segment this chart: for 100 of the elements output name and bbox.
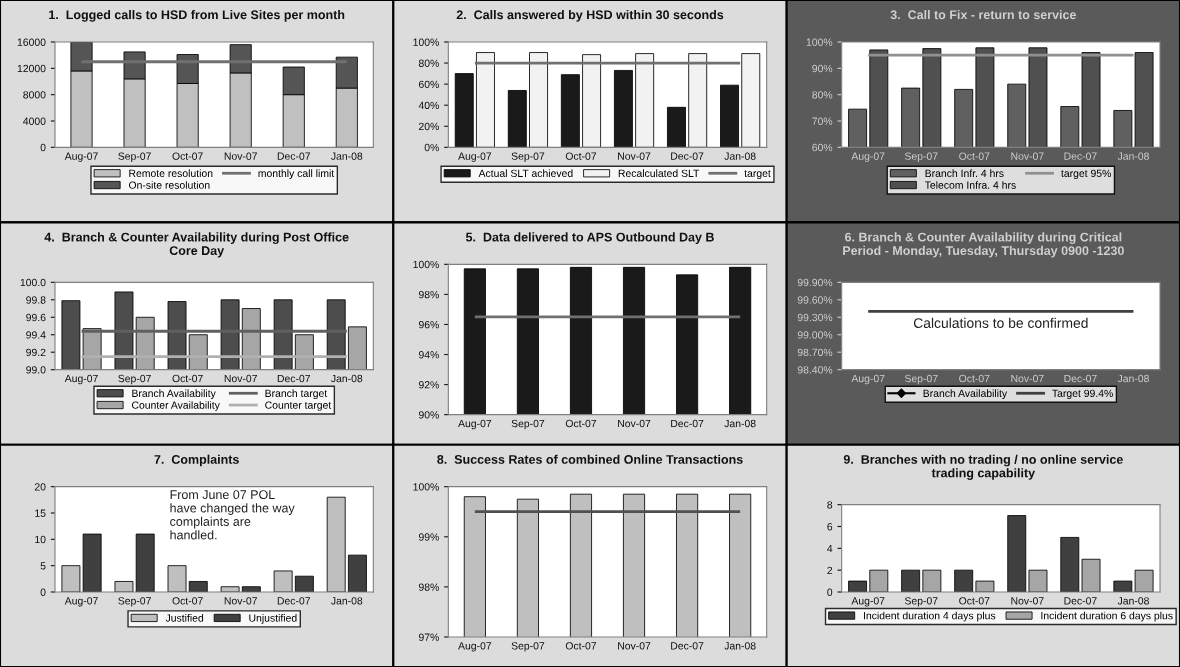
chart-title: 8. Success Rates of combined Online Transactions: [437, 454, 743, 464]
x-tick-label: Nov-07: [1011, 374, 1044, 383]
x-tick-label: Dec-07: [277, 597, 311, 605]
y-tick-label: 6: [827, 523, 833, 531]
x-tick-label: Nov-07: [618, 152, 651, 160]
x-tick-label: Dec-07: [1064, 152, 1097, 160]
y-tick-label: 94%: [418, 351, 439, 359]
chart-title: 3. Call to Fix - return to service: [890, 10, 1076, 20]
y-tick-label: 100.0: [20, 278, 46, 287]
y-tick-label: 97%: [418, 633, 439, 641]
bar: [741, 53, 761, 148]
legend-label: Remote resolution: [129, 169, 213, 178]
x-tick-label: Oct-07: [172, 152, 203, 160]
bar: [869, 569, 889, 592]
y-tick-label: 10: [35, 535, 46, 544]
x-tick-label: Aug-07: [851, 597, 885, 607]
x-tick-label: Sep-07: [118, 374, 151, 385]
x-tick-label: Dec-07: [1064, 597, 1097, 605]
y-tick-label: 4000: [23, 117, 46, 125]
bar: [220, 586, 240, 592]
x-tick-label: Dec-07: [671, 642, 704, 650]
bar: [167, 565, 187, 592]
x-tick-label: Aug-07: [851, 152, 885, 162]
legend-label: Recalculated SLT: [618, 169, 700, 178]
bar: [954, 569, 974, 592]
legend-label: Actual SLT achieved: [478, 169, 573, 178]
y-tick-label: 99.60%: [797, 296, 833, 304]
legend-label: target 95%: [1061, 169, 1111, 180]
y-tick-label: 60%: [812, 143, 833, 152]
y-tick-label: 100%: [413, 260, 439, 269]
bar: [476, 52, 495, 148]
y-tick-label: 100%: [806, 38, 833, 46]
y-tick-label: 98.70%: [797, 348, 833, 357]
x-tick-label: Oct-07: [959, 152, 990, 160]
x-tick-label: Jan-08: [724, 642, 756, 650]
y-tick-label: 99.30%: [797, 313, 833, 322]
x-tick-label: Oct-07: [565, 642, 597, 650]
x-tick-label: Jan-08: [724, 419, 756, 428]
y-tick-label: 92%: [418, 381, 439, 389]
annotation: Calculations to be confirmed: [913, 317, 1088, 328]
x-tick-label: Oct-07: [565, 152, 597, 160]
chart-title: 2. Calls answered by HSD within 30 seconds: [456, 10, 724, 22]
y-tick-label: 99.90%: [797, 278, 833, 287]
bar: [114, 581, 134, 592]
legend-label: Branch Infr. 4 hrs: [925, 169, 1004, 178]
legend-label: monthly call limit: [258, 169, 335, 180]
y-tick-label: 80%: [812, 91, 833, 99]
x-tick-label: Dec-07: [671, 152, 704, 160]
y-tick-label: 0: [40, 588, 46, 596]
x-tick-label: Sep-07: [511, 419, 545, 430]
legend-label: On-site resolution: [128, 181, 210, 189]
bar: [582, 54, 602, 148]
bar: [454, 73, 474, 148]
x-tick-label: Aug-07: [64, 597, 98, 607]
legend-label: target: [744, 170, 771, 180]
x-tick-label: Oct-07: [565, 419, 597, 428]
y-tick-label: 20%: [418, 122, 439, 131]
x-tick-label: Dec-07: [277, 374, 311, 383]
x-tick-label: Aug-07: [458, 642, 492, 652]
x-tick-label: Sep-07: [118, 152, 151, 162]
chart-title: 7. Complaints: [154, 454, 239, 467]
y-tick-label: 99.00%: [797, 331, 833, 339]
legend-label: Telecom Infra. 4 hrs: [924, 181, 1016, 189]
bar: [848, 580, 868, 592]
bar: [901, 569, 921, 592]
y-tick-label: 100%: [413, 483, 439, 491]
x-tick-label: Nov-07: [618, 419, 651, 428]
x-tick-label: Jan-08: [331, 597, 363, 605]
x-tick-label: Dec-07: [1064, 374, 1097, 383]
bar: [688, 53, 708, 148]
y-tick-label: 70%: [812, 117, 833, 125]
x-tick-label: Nov-07: [618, 642, 651, 650]
legend-label: Branch Availability: [132, 389, 216, 400]
x-tick-label: Jan-08: [331, 374, 363, 383]
x-tick-label: Jan-08: [331, 152, 363, 160]
legend-label: Incident duration 6 days plus: [1041, 611, 1173, 622]
x-tick-label: Nov-07: [1011, 597, 1044, 605]
bar: [720, 84, 739, 148]
x-tick-label: Jan-08: [1117, 374, 1149, 383]
bar: [667, 106, 686, 148]
bar: [922, 569, 942, 592]
y-tick-label: 4: [827, 544, 833, 553]
bar: [975, 580, 995, 592]
legend-label: Justified: [165, 614, 204, 622]
x-tick-label: Sep-07: [511, 642, 545, 652]
x-tick-label: Sep-07: [118, 597, 151, 607]
x-tick-label: Aug-07: [458, 152, 492, 162]
x-tick-label: Aug-07: [458, 419, 492, 430]
chart-title: 1. Logged calls to HSD from Live Sites per month: [49, 10, 345, 22]
x-tick-label: Dec-07: [277, 152, 311, 160]
bar: [529, 52, 548, 148]
y-tick-label: 98%: [418, 290, 439, 299]
x-tick-label: Sep-07: [904, 597, 938, 607]
y-tick-label: 0: [40, 143, 46, 152]
y-tick-label: 0: [827, 588, 833, 596]
x-tick-label: Dec-07: [671, 419, 704, 428]
x-tick-label: Jan-08: [1117, 152, 1149, 160]
y-tick-label: 16000: [17, 38, 46, 46]
legend-label: Counter Availability: [131, 401, 220, 411]
bar: [560, 74, 580, 148]
